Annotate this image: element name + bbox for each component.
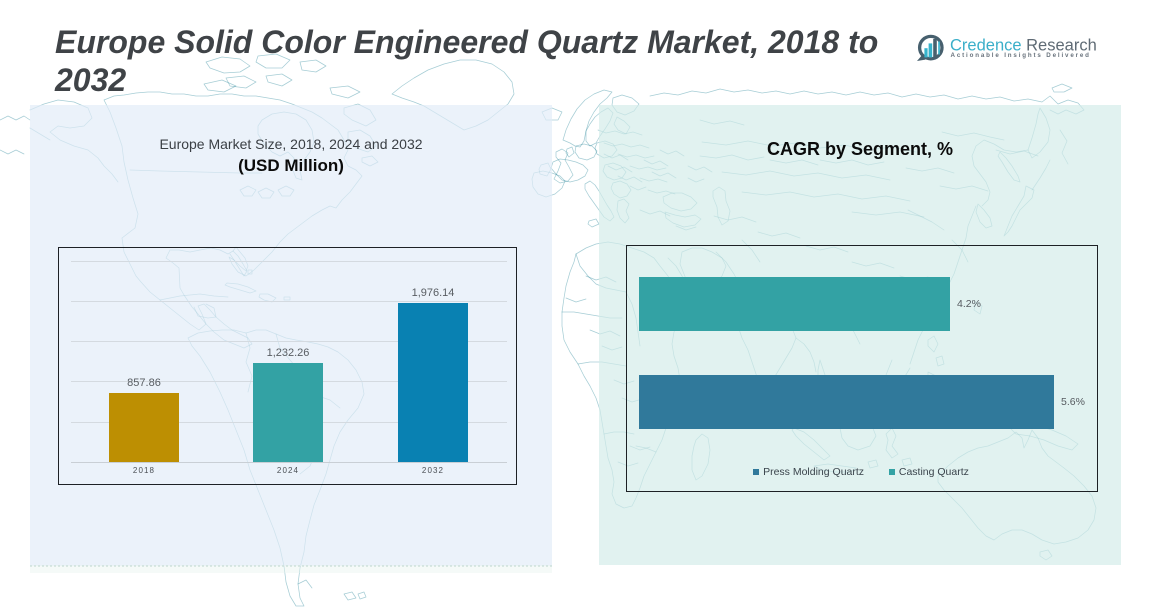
svg-text:Credence Research: Credence Research — [950, 36, 1097, 54]
svg-text:Actionable Insights Delivered: Actionable Insights Delivered — [951, 52, 1091, 59]
